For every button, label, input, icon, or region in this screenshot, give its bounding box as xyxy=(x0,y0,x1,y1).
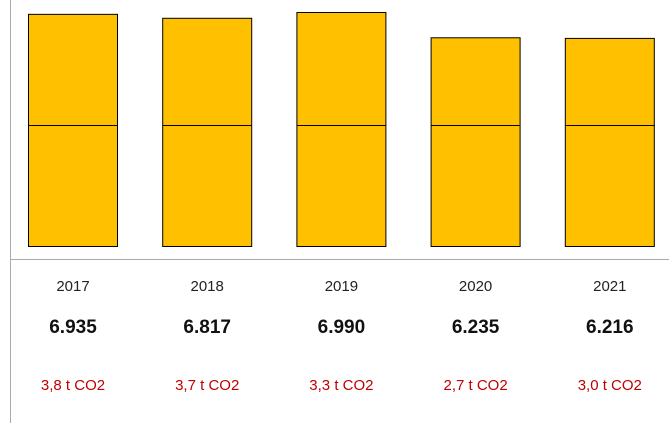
bar xyxy=(28,13,118,247)
value-label: 6.990 xyxy=(318,317,366,338)
co2-label: 3,3 t CO2 xyxy=(309,377,373,394)
bar xyxy=(564,37,655,247)
year-label: 2021 xyxy=(593,278,626,295)
bar xyxy=(296,12,387,247)
year-label: 2020 xyxy=(459,278,492,295)
year-label: 2019 xyxy=(325,278,358,295)
bar xyxy=(430,37,521,248)
bar xyxy=(162,17,253,248)
co2-label: 3,0 t CO2 xyxy=(578,377,642,394)
co2-label: 3,8 t CO2 xyxy=(41,377,105,394)
year-label: 2017 xyxy=(56,278,89,295)
year-label: 2018 xyxy=(191,278,224,295)
value-label: 6.817 xyxy=(183,317,231,338)
value-label: 6.235 xyxy=(452,317,500,338)
value-label: 6.216 xyxy=(586,317,634,338)
co2-label: 2,7 t CO2 xyxy=(443,377,507,394)
co2-label: 3,7 t CO2 xyxy=(175,377,239,394)
value-label: 6.935 xyxy=(49,317,97,338)
